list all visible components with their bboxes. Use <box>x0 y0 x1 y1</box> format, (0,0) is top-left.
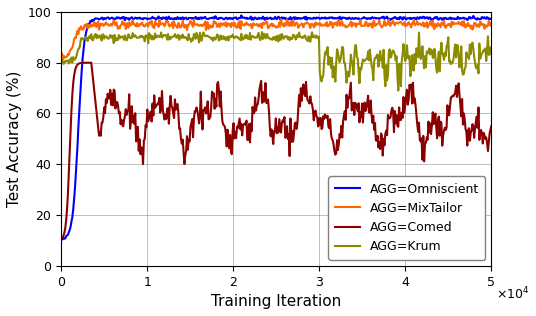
AGG=Krum <box>263 34 270 38</box>
X-axis label: Training Iteration: Training Iteration <box>211 294 341 309</box>
AGG=MixTailor <box>266 25 272 29</box>
AGG=Krum <box>480 50 486 54</box>
AGG=Omniscient <box>412 17 419 21</box>
Line: AGG=Comed: AGG=Comed <box>61 63 492 239</box>
AGG=Krum <box>266 36 272 40</box>
AGG=Comed <box>58 237 64 241</box>
AGG=Omniscient <box>488 17 495 21</box>
AGG=MixTailor <box>58 53 64 57</box>
AGG=Comed <box>488 124 495 128</box>
Legend: AGG=Omniscient, AGG=MixTailor, AGG=Comed, AGG=Krum: AGG=Omniscient, AGG=MixTailor, AGG=Comed… <box>329 176 485 259</box>
AGG=MixTailor <box>316 23 322 27</box>
AGG=Omniscient <box>480 16 486 20</box>
AGG=MixTailor <box>59 58 66 62</box>
AGG=Krum <box>488 48 495 52</box>
AGG=MixTailor <box>480 23 486 27</box>
AGG=Omniscient <box>293 15 299 19</box>
AGG=Omniscient <box>266 16 273 20</box>
AGG=Krum <box>412 62 419 65</box>
AGG=Comed <box>87 61 94 64</box>
AGG=Omniscient <box>264 16 271 20</box>
AGG=Omniscient <box>58 238 64 241</box>
AGG=Omniscient <box>238 14 244 17</box>
AGG=Krum <box>58 58 64 62</box>
AGG=Krum <box>315 35 321 39</box>
AGG=MixTailor <box>488 21 495 25</box>
AGG=Comed <box>266 108 272 112</box>
AGG=Omniscient <box>59 238 65 242</box>
AGG=MixTailor <box>412 22 419 26</box>
Line: AGG=MixTailor: AGG=MixTailor <box>61 19 492 60</box>
AGG=Comed <box>412 97 418 100</box>
Y-axis label: Test Accuracy (%): Test Accuracy (%) <box>7 71 22 207</box>
AGG=MixTailor <box>278 17 284 21</box>
AGG=MixTailor <box>293 21 299 25</box>
Line: AGG=Omniscient: AGG=Omniscient <box>61 15 492 240</box>
Text: $\times10^4$: $\times10^4$ <box>496 286 529 303</box>
AGG=Krum <box>395 88 401 92</box>
AGG=Comed <box>292 122 298 125</box>
AGG=Comed <box>315 125 321 128</box>
AGG=Comed <box>263 101 270 105</box>
AGG=MixTailor <box>263 19 270 23</box>
AGG=Omniscient <box>316 16 322 20</box>
AGG=Krum <box>292 34 298 38</box>
Line: AGG=Krum: AGG=Krum <box>61 32 492 90</box>
AGG=Comed <box>479 131 485 135</box>
AGG=Krum <box>259 30 265 34</box>
